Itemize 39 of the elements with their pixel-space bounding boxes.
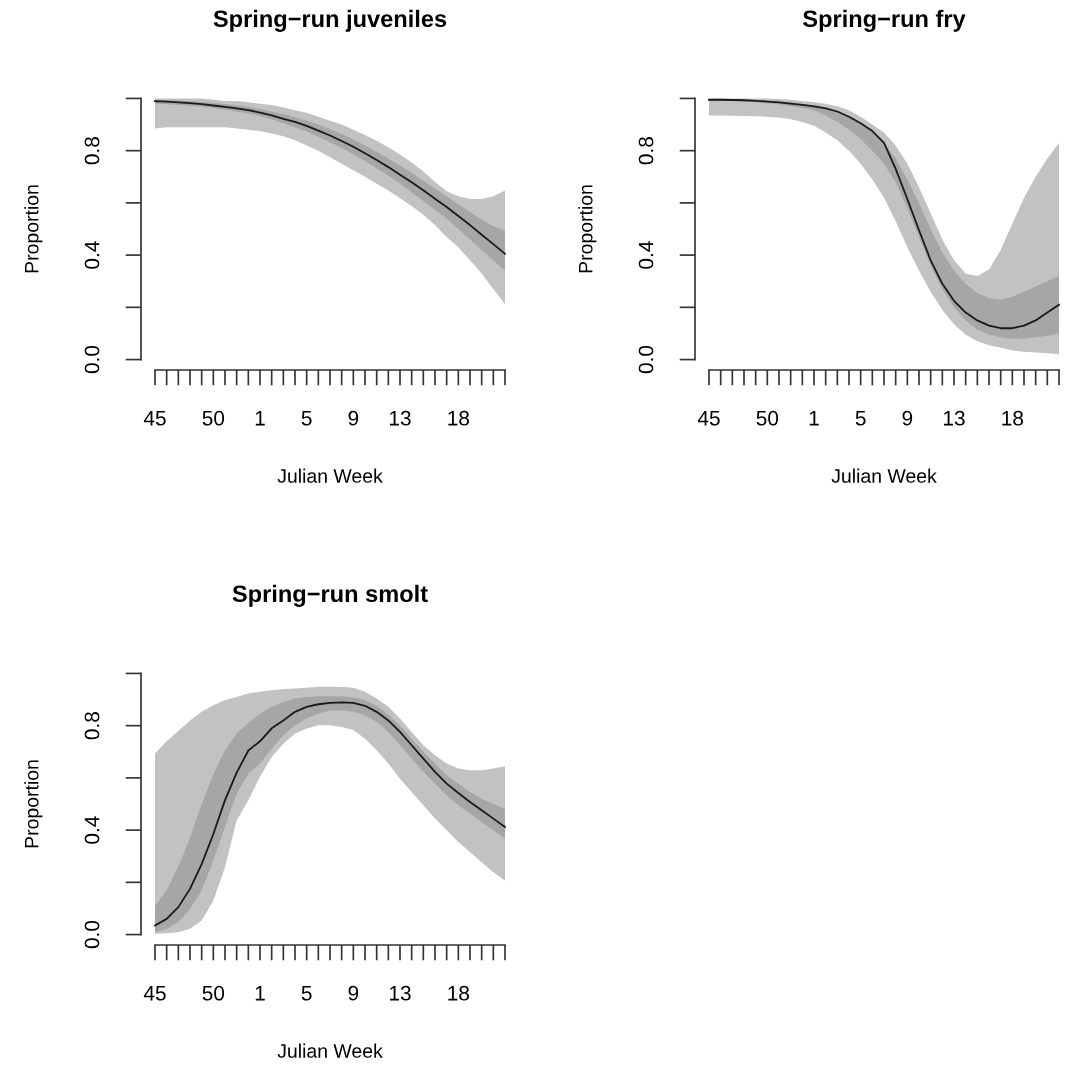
x-axis-title: Julian Week <box>831 468 937 483</box>
x-tick-label: 13 <box>390 410 411 426</box>
x-tick-label: 5 <box>855 411 866 426</box>
y-axis-title: Proportion <box>24 760 43 848</box>
x-tick-label: 9 <box>348 410 359 426</box>
x-tick-label: 1 <box>809 411 819 426</box>
x-tick-label: 18 <box>448 985 470 1001</box>
x-axis-title: Julian Week <box>277 1043 383 1058</box>
y-tick-label: 0.4 <box>638 241 654 269</box>
x-tick-label: 9 <box>348 985 359 1001</box>
x-tick-label: 5 <box>301 986 312 1001</box>
y-tick-label: 0.4 <box>84 816 100 844</box>
x-tick-label: 13 <box>390 985 411 1001</box>
y-tick-label: 0.0 <box>638 345 654 374</box>
x-tick-label: 50 <box>202 985 225 1001</box>
chart-title: Spring−run fry <box>803 9 966 32</box>
y-axis-title: Proportion <box>24 185 43 273</box>
x-tick-label: 1 <box>255 986 265 1001</box>
x-tick-label: 18 <box>448 410 470 426</box>
y-tick-label: 0.0 <box>84 345 100 374</box>
x-axis-title: Julian Week <box>277 468 383 483</box>
x-tick-label: 1 <box>255 411 265 426</box>
x-tick-label: 50 <box>756 410 779 426</box>
x-tick-label: 18 <box>1002 410 1024 426</box>
x-tick-label: 45 <box>143 411 166 426</box>
x-tick-label: 45 <box>697 411 720 426</box>
x-tick-label: 45 <box>143 986 166 1001</box>
y-tick-label: 0.8 <box>84 712 100 740</box>
y-tick-label: 0.8 <box>638 137 654 165</box>
x-tick-label: 13 <box>944 410 965 426</box>
chart-title: Spring−run smolt <box>232 584 428 607</box>
y-tick-label: 0.0 <box>84 920 100 949</box>
x-tick-label: 5 <box>301 411 312 426</box>
y-tick-label: 0.8 <box>84 137 100 165</box>
x-tick-label: 50 <box>202 410 225 426</box>
y-axis-title: Proportion <box>578 185 597 273</box>
x-tick-label: 9 <box>902 410 913 426</box>
y-tick-label: 0.4 <box>84 241 100 269</box>
chart-title: Spring−run juveniles <box>213 9 447 32</box>
